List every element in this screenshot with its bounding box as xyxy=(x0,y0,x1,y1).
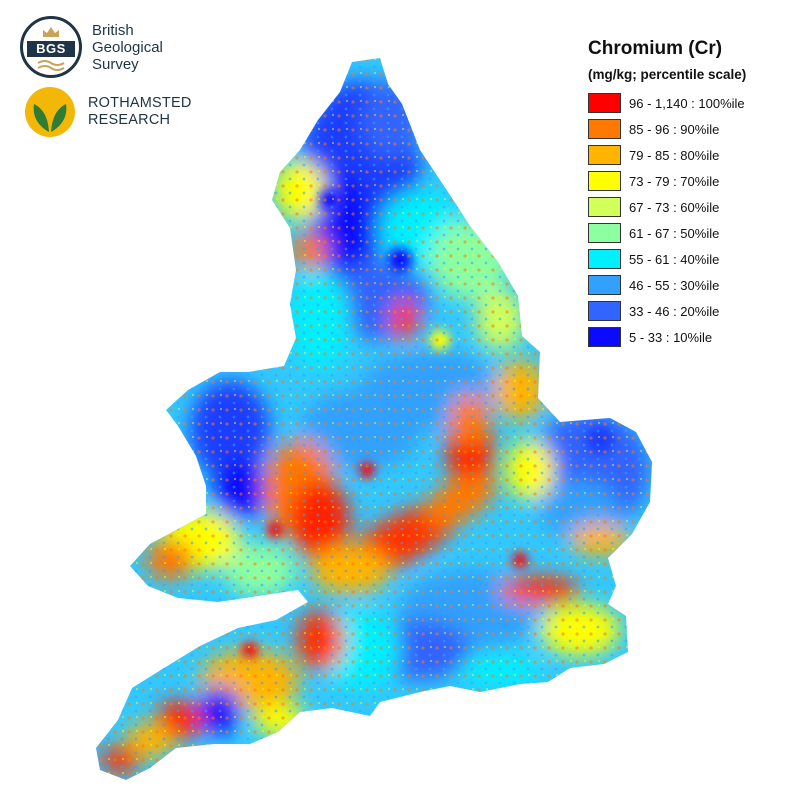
bgs-badge-text: BGS xyxy=(27,41,75,57)
legend-item: 79 - 85 : 80%ile xyxy=(588,142,746,168)
legend-swatch xyxy=(588,145,621,165)
legend-item: 96 - 1,140 : 100%ile xyxy=(588,90,746,116)
crown-icon xyxy=(43,27,59,37)
waves-icon xyxy=(37,60,65,71)
rothamsted-leaf-icon xyxy=(25,87,75,137)
legend-swatch xyxy=(588,197,621,217)
legend-title: Chromium (Cr) xyxy=(588,38,723,59)
rothamsted-logo: ROTHAMSTED RESEARCH xyxy=(24,86,192,138)
legend-item: 61 - 67 : 50%ile xyxy=(588,220,746,246)
legend-label: 61 - 67 : 50%ile xyxy=(629,225,720,241)
map-legend: Chromium (Cr) (mg/kg; percentile scale) … xyxy=(588,38,746,350)
legend-label: 96 - 1,140 : 100%ile xyxy=(629,95,745,111)
bgs-name: British Geological Survey xyxy=(92,21,163,73)
bgs-badge-icon: BGS xyxy=(20,16,82,78)
legend-item: 67 - 73 : 60%ile xyxy=(588,194,746,220)
legend-swatch xyxy=(588,275,621,295)
legend-label: 5 - 33 : 10%ile xyxy=(629,329,713,345)
legend-item: 33 - 46 : 20%ile xyxy=(588,298,746,324)
legend-item: 5 - 33 : 10%ile xyxy=(588,324,746,350)
legend-item: 73 - 79 : 70%ile xyxy=(588,168,746,194)
legend-swatch xyxy=(588,93,621,113)
legend-label: 33 - 46 : 20%ile xyxy=(629,303,720,319)
legend-label: 73 - 79 : 70%ile xyxy=(629,173,720,189)
legend-items: 96 - 1,140 : 100%ile 85 - 96 : 90%ile 79… xyxy=(588,90,746,350)
legend-label: 79 - 85 : 80%ile xyxy=(629,147,720,163)
legend-subtitle: (mg/kg; percentile scale) xyxy=(588,67,747,82)
legend-label: 46 - 55 : 30%ile xyxy=(629,277,720,293)
legend-item: 85 - 96 : 90%ile xyxy=(588,116,746,142)
bgs-logo: BGS British Geological Survey xyxy=(20,16,163,78)
legend-item: 55 - 61 : 40%ile xyxy=(588,246,746,272)
legend-label: 85 - 96 : 90%ile xyxy=(629,121,720,137)
legend-item: 46 - 55 : 30%ile xyxy=(588,272,746,298)
legend-swatch xyxy=(588,301,621,321)
legend-label: 55 - 61 : 40%ile xyxy=(629,251,720,267)
rothamsted-name: ROTHAMSTED RESEARCH xyxy=(88,95,192,128)
legend-swatch xyxy=(588,119,621,139)
legend-swatch xyxy=(588,223,621,243)
legend-swatch xyxy=(588,171,621,191)
legend-label: 67 - 73 : 60%ile xyxy=(629,199,720,215)
legend-swatch xyxy=(588,249,621,269)
legend-swatch xyxy=(588,327,621,347)
